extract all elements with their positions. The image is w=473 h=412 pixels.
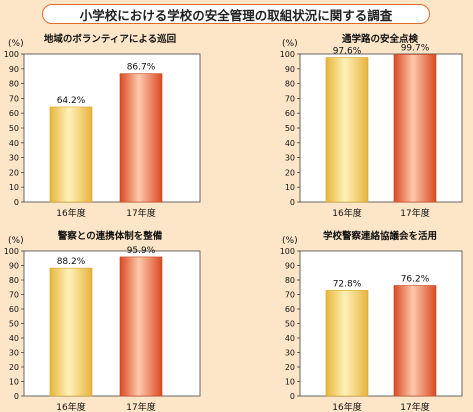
bar-2016	[49, 267, 93, 397]
y-tick-label: 40	[285, 139, 295, 148]
bar-value-label: 72.8%	[333, 279, 362, 289]
y-tick-label: 50	[285, 320, 295, 329]
y-tick-label: 10	[9, 183, 19, 192]
x-tick-label: 16年度	[56, 401, 85, 412]
x-tick-label: 17年度	[400, 207, 429, 219]
y-axis-unit: (%)	[282, 236, 298, 246]
y-tick-label: 0	[14, 198, 19, 207]
y-tick-label: 90	[285, 65, 295, 74]
y-tick-label: 70	[285, 291, 295, 300]
y-axis-unit: (%)	[8, 39, 24, 49]
bar-value-label: 88.2%	[57, 257, 86, 267]
y-tick-label: 100	[280, 50, 295, 59]
y-tick-label: 70	[285, 94, 295, 103]
x-tick-label: 16年度	[56, 207, 85, 219]
y-tick-label: 50	[9, 124, 19, 133]
y-tick-label: 100	[4, 50, 19, 59]
bar-2016	[325, 290, 369, 397]
plot-area	[299, 53, 463, 203]
y-tick-label: 10	[285, 183, 295, 192]
chart-title: 学校警察連絡協議会を活用	[323, 230, 437, 242]
chart-title: 警察との連携体制を整備	[58, 230, 163, 242]
y-axis-unit: (%)	[282, 39, 298, 49]
y-tick-label: 80	[9, 276, 19, 285]
y-tick-label: 30	[285, 154, 295, 163]
y-tick-label: 90	[285, 262, 295, 271]
y-tick-label: 100	[280, 247, 295, 256]
y-tick-label: 0	[290, 392, 295, 401]
y-tick-label: 10	[285, 378, 295, 387]
y-tick-label: 60	[285, 109, 295, 118]
y-tick-label: 30	[9, 349, 19, 358]
y-tick-label: 90	[9, 262, 19, 271]
x-tick-label: 17年度	[126, 207, 155, 219]
bar-value-label: 99.7%	[401, 43, 430, 53]
bar-value-label: 64.2%	[57, 96, 86, 106]
y-tick-label: 70	[9, 291, 19, 300]
y-tick-label: 50	[285, 124, 295, 133]
bar-2017	[119, 256, 163, 397]
y-tick-label: 50	[9, 320, 19, 329]
y-tick-label: 30	[285, 349, 295, 358]
y-tick-label: 40	[9, 139, 19, 148]
bar-value-label: 76.2%	[401, 275, 430, 285]
y-tick-label: 70	[9, 94, 19, 103]
plot-area	[299, 250, 463, 397]
y-tick-label: 60	[9, 109, 19, 118]
bar-2016	[49, 106, 93, 203]
chart-title: 地域のボランティアによる巡回	[44, 33, 176, 45]
y-tick-label: 60	[9, 305, 19, 314]
y-tick-label: 100	[4, 247, 19, 256]
x-tick-label: 16年度	[332, 207, 361, 219]
y-tick-label: 0	[290, 198, 295, 207]
y-tick-label: 60	[285, 305, 295, 314]
y-tick-label: 0	[14, 392, 19, 401]
y-axis-unit: (%)	[8, 236, 24, 246]
y-tick-label: 80	[9, 80, 19, 89]
bar-2017	[393, 54, 437, 203]
bar-value-label: 95.9%	[127, 246, 156, 256]
bar-value-label: 97.6%	[333, 47, 362, 57]
bar-2017	[119, 73, 163, 203]
page-title: 小学校における学校の安全管理の取組状況に関する調査	[42, 4, 430, 24]
y-tick-label: 20	[285, 168, 295, 177]
y-tick-label: 20	[285, 363, 295, 372]
y-tick-label: 20	[9, 168, 19, 177]
y-tick-label: 80	[285, 276, 295, 285]
x-tick-label: 17年度	[126, 401, 155, 412]
y-tick-label: 40	[9, 334, 19, 343]
y-tick-label: 90	[9, 65, 19, 74]
y-tick-label: 40	[285, 334, 295, 343]
bar-2016	[325, 57, 369, 203]
y-tick-label: 80	[285, 80, 295, 89]
x-tick-label: 16年度	[332, 401, 361, 412]
x-tick-label: 17年度	[400, 401, 429, 412]
y-tick-label: 20	[9, 363, 19, 372]
bar-value-label: 86.7%	[127, 63, 156, 73]
bar-2017	[393, 285, 437, 397]
chart-title: 通学路の安全点検	[342, 33, 419, 45]
y-tick-label: 10	[9, 378, 19, 387]
y-tick-label: 30	[9, 154, 19, 163]
